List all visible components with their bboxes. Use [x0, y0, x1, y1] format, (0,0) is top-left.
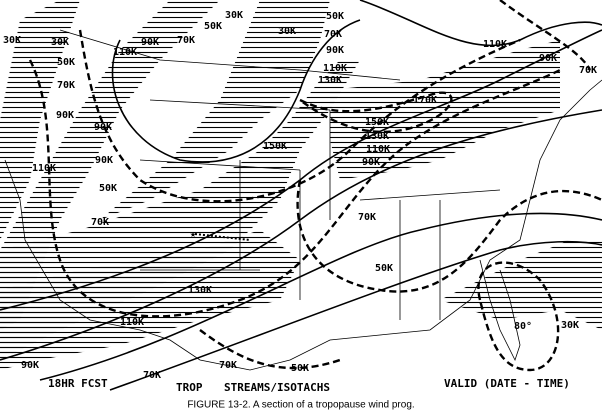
isotach-label: 90K	[21, 360, 39, 371]
isotach-label: 130K	[365, 131, 389, 142]
isotach-label: 170K	[413, 95, 437, 106]
isotach-label: 90K	[94, 122, 112, 133]
isotach-label: 90K	[362, 157, 380, 168]
figure-caption: FIGURE 13-2. A section of a tropopause w…	[187, 400, 414, 411]
svg-text:★: ★	[190, 229, 196, 240]
isotach-label: 30K	[561, 320, 579, 331]
isotach-label: 70K	[219, 360, 237, 371]
isotach-label: 150K	[263, 141, 287, 152]
isotach-label: 90K	[95, 155, 113, 166]
valid-label: VALID (DATE - TIME)	[444, 377, 570, 390]
isotach-label: 30K	[3, 35, 21, 46]
isotach-label: 90K	[141, 37, 159, 48]
isotach-label: 50K	[204, 21, 222, 32]
isotach-label: 50K	[291, 363, 309, 374]
isotach-label: 50K	[99, 183, 117, 194]
isotach-label: 70K	[143, 370, 161, 381]
isotach-label: 110K	[32, 163, 56, 174]
isotach-label: 80°	[514, 321, 532, 332]
isotach-label: 50K	[326, 11, 344, 22]
isotach-label: 110K	[113, 47, 137, 58]
hatched-zones	[0, 0, 602, 370]
isotach-label: 130K	[318, 75, 342, 86]
isotach-label: 130K	[188, 285, 212, 296]
isotach-label: 70K	[91, 217, 109, 228]
isotach-label: 90K	[56, 110, 74, 121]
isotach-label: 70K	[579, 65, 597, 76]
isotach-label: 150K	[365, 117, 389, 128]
isotach-label: 110K	[483, 39, 507, 50]
map-outlines	[4, 29, 602, 371]
product-label: TROP	[176, 381, 203, 394]
isotach-label: 110K	[120, 317, 144, 328]
fields-label: STREAMS/ISOTACHS	[224, 381, 330, 394]
isotach-label: 70K	[358, 212, 376, 223]
isotach-label: 110K	[366, 144, 390, 155]
isotach-label: 30K	[51, 37, 69, 48]
isotach-label: 70K	[57, 80, 75, 91]
isotach-label: 50K	[57, 57, 75, 68]
jet-marker: ★	[190, 229, 251, 241]
isotachs	[28, 0, 602, 372]
isotach-label: 30K	[225, 10, 243, 21]
isotach-label: 30K	[278, 26, 296, 37]
isotach-label: 50K	[375, 263, 393, 274]
forecast-label: 18HR FCST	[48, 377, 108, 390]
isotach-label: 110K	[323, 63, 347, 74]
streamlines	[0, 0, 602, 391]
isotach-label: 70K	[177, 35, 195, 46]
isotach-label: 90K	[326, 45, 344, 56]
isotach-label: 70K	[324, 29, 342, 40]
isotach-label: 90K	[539, 53, 557, 64]
